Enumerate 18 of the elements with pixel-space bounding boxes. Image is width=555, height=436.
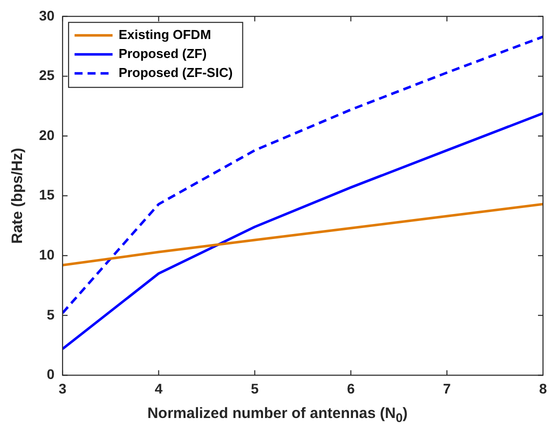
x-tick-label: 8	[539, 380, 548, 396]
x-axis-title: Normalized number of antennas (N$_{0}$)	[146, 405, 409, 425]
x-tick-label: 3	[58, 380, 67, 396]
y-axis-title: Rate (bps/Hz)	[9, 148, 26, 244]
y-tick-label: 0	[46, 366, 55, 382]
legend-label: Existing OFDM	[118, 26, 212, 42]
x-tick-label: 4	[154, 380, 163, 396]
y-tick-label: 30	[38, 7, 55, 24]
y-tick-label: 15	[38, 186, 55, 203]
y-tick-label: 20	[38, 126, 55, 143]
y-tick-label: 25	[38, 67, 55, 84]
x-tick-label: 6	[346, 380, 355, 396]
y-tick-label: 10	[38, 246, 55, 262]
legend-label: Proposed (ZF)	[118, 46, 207, 61]
y-tick-label: 5	[46, 306, 55, 322]
legend-label: Proposed (ZF-SIC)	[118, 64, 233, 80]
x-tick-label: 7	[443, 380, 452, 396]
x-tick-label: 5	[250, 380, 259, 396]
